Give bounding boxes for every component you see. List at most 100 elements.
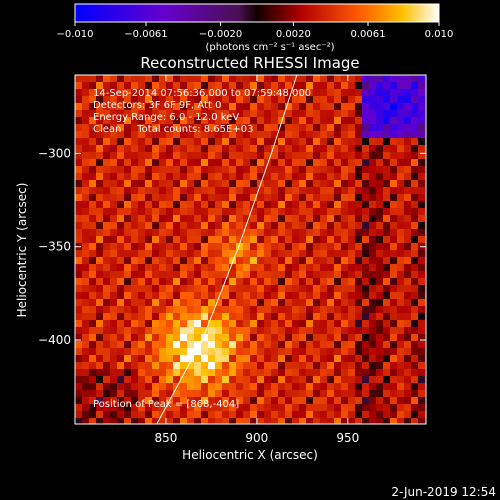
heatmap-pixel bbox=[306, 418, 314, 424]
heatmap-pixel bbox=[131, 257, 139, 265]
heatmap-pixel bbox=[208, 201, 216, 209]
heatmap-pixel bbox=[376, 299, 384, 307]
heatmap-pixel bbox=[334, 334, 342, 342]
heatmap-pixel bbox=[411, 215, 419, 223]
heatmap-pixel bbox=[257, 250, 265, 258]
heatmap-pixel bbox=[131, 285, 139, 293]
heatmap-pixel bbox=[411, 96, 419, 104]
heatmap-pixel bbox=[292, 348, 300, 356]
heatmap-pixel bbox=[138, 103, 146, 111]
heatmap-pixel bbox=[194, 236, 202, 244]
heatmap-pixel bbox=[243, 334, 251, 342]
heatmap-pixel bbox=[369, 299, 377, 307]
heatmap-pixel bbox=[299, 285, 307, 293]
heatmap-pixel bbox=[299, 418, 307, 424]
heatmap-pixel bbox=[411, 299, 419, 307]
heatmap-pixel bbox=[96, 243, 104, 251]
heatmap-pixel bbox=[103, 299, 111, 307]
heatmap-pixel bbox=[215, 299, 223, 307]
heatmap-pixel bbox=[341, 418, 349, 424]
heatmap-pixel bbox=[306, 82, 314, 90]
heatmap-pixel bbox=[215, 222, 223, 230]
heatmap-pixel bbox=[152, 75, 160, 83]
heatmap-pixel bbox=[271, 257, 279, 265]
heatmap-pixel bbox=[110, 236, 118, 244]
heatmap-pixel bbox=[390, 110, 398, 118]
heatmap-pixel bbox=[82, 208, 90, 216]
heatmap-pixel bbox=[82, 369, 90, 377]
heatmap-pixel bbox=[194, 89, 202, 97]
heatmap-pixel bbox=[96, 411, 104, 419]
heatmap-pixel bbox=[278, 215, 286, 223]
heatmap-pixel bbox=[348, 215, 356, 223]
heatmap-pixel bbox=[271, 299, 279, 307]
heatmap-pixel bbox=[285, 215, 293, 223]
heatmap-pixel bbox=[313, 180, 321, 188]
heatmap-pixel bbox=[110, 313, 118, 321]
heatmap-pixel bbox=[236, 187, 244, 195]
heatmap-pixel bbox=[229, 138, 237, 146]
heatmap-pixel bbox=[418, 418, 426, 424]
heatmap-pixel bbox=[320, 383, 328, 391]
heatmap-pixel bbox=[215, 418, 223, 424]
heatmap-pixel bbox=[320, 138, 328, 146]
heatmap-pixel bbox=[152, 159, 160, 167]
heatmap-pixel bbox=[341, 299, 349, 307]
heatmap-pixel bbox=[236, 292, 244, 300]
heatmap-pixel bbox=[187, 173, 195, 181]
heatmap-pixel bbox=[138, 96, 146, 104]
heatmap-pixel bbox=[180, 110, 188, 118]
heatmap-pixel bbox=[404, 117, 412, 125]
heatmap-pixel bbox=[236, 215, 244, 223]
heatmap-pixel bbox=[278, 334, 286, 342]
heatmap-pixel bbox=[418, 159, 426, 167]
heatmap-pixel bbox=[306, 390, 314, 398]
heatmap-pixel bbox=[397, 383, 405, 391]
heatmap-pixel bbox=[418, 229, 426, 237]
heatmap-pixel bbox=[229, 110, 237, 118]
heatmap-pixel bbox=[306, 355, 314, 363]
heatmap-pixel bbox=[348, 194, 356, 202]
heatmap-pixel bbox=[75, 89, 83, 97]
heatmap-pixel bbox=[306, 222, 314, 230]
heatmap-pixel bbox=[82, 278, 90, 286]
heatmap-pixel bbox=[390, 187, 398, 195]
heatmap-pixel bbox=[96, 180, 104, 188]
heatmap-pixel bbox=[110, 103, 118, 111]
heatmap-pixel bbox=[131, 334, 139, 342]
heatmap-pixel bbox=[257, 138, 265, 146]
heatmap-pixel bbox=[194, 96, 202, 104]
heatmap-pixel bbox=[82, 180, 90, 188]
heatmap-pixel bbox=[250, 390, 258, 398]
heatmap-pixel bbox=[327, 411, 335, 419]
heatmap-pixel bbox=[187, 187, 195, 195]
heatmap-pixel bbox=[334, 299, 342, 307]
heatmap-pixel bbox=[187, 236, 195, 244]
heatmap-pixel bbox=[166, 257, 174, 265]
heatmap-pixel bbox=[362, 152, 370, 160]
heatmap-pixel bbox=[397, 320, 405, 328]
heatmap-pixel bbox=[355, 390, 363, 398]
heatmap-pixel bbox=[187, 418, 195, 424]
annotation-clean-counts: Clean Total counts: 8.65E+03 bbox=[93, 124, 253, 135]
heatmap-pixel bbox=[376, 341, 384, 349]
heatmap-pixel bbox=[96, 173, 104, 181]
heatmap-pixel bbox=[334, 166, 342, 174]
heatmap-pixel bbox=[278, 194, 286, 202]
heatmap-pixel bbox=[82, 82, 90, 90]
heatmap-pixel bbox=[411, 117, 419, 125]
heatmap-pixel bbox=[418, 250, 426, 258]
heatmap-pixel bbox=[397, 159, 405, 167]
heatmap-pixel bbox=[292, 278, 300, 286]
heatmap-pixel bbox=[96, 215, 104, 223]
heatmap-pixel bbox=[96, 320, 104, 328]
heatmap-pixel bbox=[369, 103, 377, 111]
heatmap-pixel bbox=[117, 180, 125, 188]
heatmap-pixel bbox=[334, 278, 342, 286]
heatmap-pixel bbox=[341, 131, 349, 139]
heatmap-pixel bbox=[257, 278, 265, 286]
heatmap-pixel bbox=[138, 292, 146, 300]
heatmap-pixel bbox=[376, 138, 384, 146]
heatmap-pixel bbox=[180, 264, 188, 272]
heatmap-pixel bbox=[355, 341, 363, 349]
